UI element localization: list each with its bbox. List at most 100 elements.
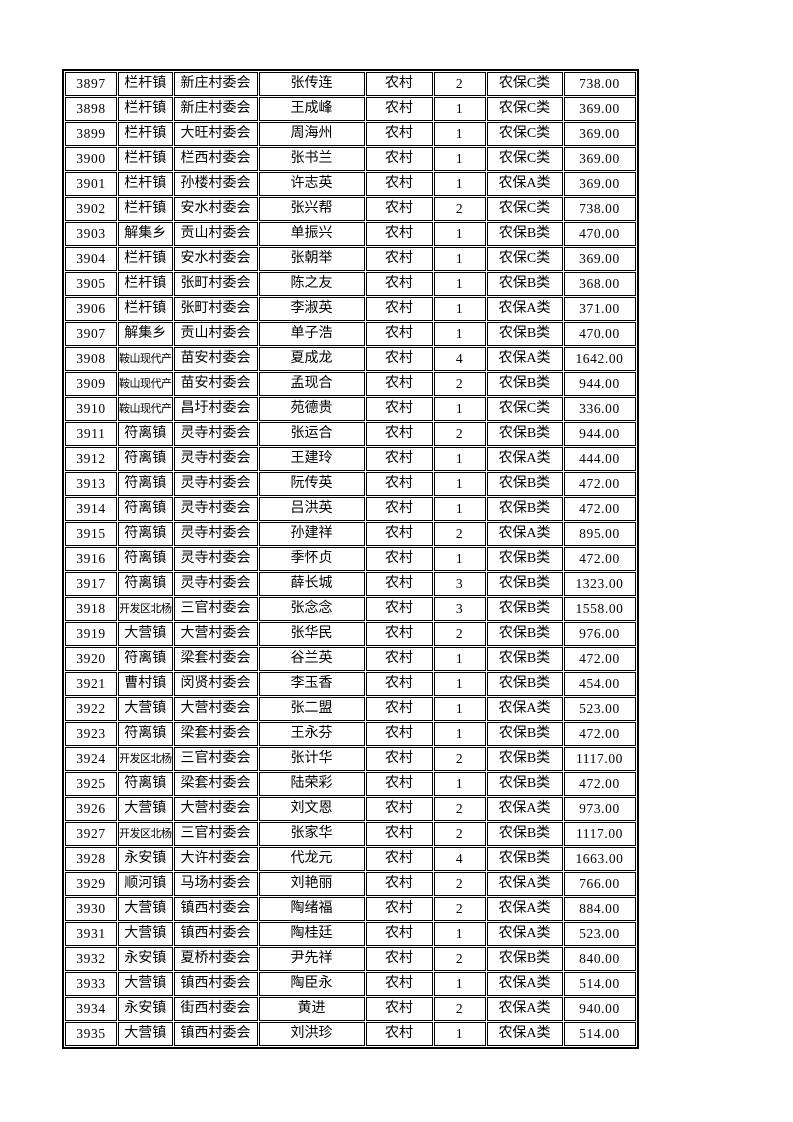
table-cell-person_count: 3 bbox=[433, 597, 486, 621]
table-cell-insurance_category: 农保A类 bbox=[486, 697, 563, 721]
table-cell-amount: 470.00 bbox=[563, 222, 636, 246]
cell-text: 安水村委会 bbox=[180, 201, 251, 216]
table-cell-amount: 369.00 bbox=[563, 147, 636, 171]
table-cell-row_id: 3923 bbox=[65, 722, 117, 746]
table-cell-row_id: 3927 bbox=[65, 822, 117, 846]
cell-text: 470.00 bbox=[579, 226, 620, 241]
table-cell-amount: 368.00 bbox=[563, 272, 636, 296]
cell-text: 3916 bbox=[76, 551, 106, 566]
cell-text: 农村 bbox=[385, 476, 413, 491]
table-cell-amount: 444.00 bbox=[563, 447, 636, 471]
cell-text: 1 bbox=[455, 126, 464, 141]
table-cell-town: 永安镇 bbox=[118, 847, 173, 871]
table-cell-residence_type: 农村 bbox=[365, 372, 433, 396]
table-cell-row_id: 3916 bbox=[65, 547, 117, 571]
cell-text: 农保B类 bbox=[498, 751, 551, 766]
cell-text: 农村 bbox=[385, 976, 413, 991]
cell-text: 农村 bbox=[385, 126, 413, 141]
cell-text: 1663.00 bbox=[575, 851, 624, 866]
cell-text: 大营村委会 bbox=[180, 701, 251, 716]
table-cell-village_committee: 镇西村委会 bbox=[173, 922, 258, 946]
table-cell-insurance_category: 农保C类 bbox=[486, 247, 563, 271]
cell-text: 738.00 bbox=[579, 201, 620, 216]
cell-text: 农村 bbox=[385, 851, 413, 866]
table-cell-insurance_category: 农保A类 bbox=[486, 972, 563, 996]
table-cell-residence_type: 农村 bbox=[365, 222, 433, 246]
cell-text: 符离镇 bbox=[124, 526, 167, 541]
cell-text: 农保C类 bbox=[498, 126, 551, 141]
table-cell-village_committee: 马场村委会 bbox=[173, 872, 258, 896]
cell-text: 苗安村委会 bbox=[180, 351, 251, 366]
table-cell-village_committee: 栏西村委会 bbox=[173, 147, 258, 171]
cell-text: 农村 bbox=[385, 376, 413, 391]
cell-text: 单子浩 bbox=[290, 326, 333, 341]
cell-text: 灵寺村委会 bbox=[180, 526, 251, 541]
table-cell-residence_type: 农村 bbox=[365, 72, 433, 96]
cell-text: 陆荣彩 bbox=[290, 776, 333, 791]
table-cell-town: 大营镇 bbox=[118, 922, 173, 946]
cell-text: 大营镇 bbox=[124, 901, 167, 916]
table-cell-amount: 840.00 bbox=[563, 947, 636, 971]
cell-text: 农村 bbox=[385, 351, 413, 366]
table-cell-insurance_category: 农保B类 bbox=[486, 597, 563, 621]
table-row: 3908 鞍山现代产 苗安村委会 夏成龙 农村 4 农保A类 1642.00 bbox=[65, 347, 636, 371]
table-cell-amount: 1663.00 bbox=[563, 847, 636, 871]
cell-text: 农村 bbox=[385, 301, 413, 316]
table-cell-person_count: 2 bbox=[433, 872, 486, 896]
cell-text: 农保A类 bbox=[498, 876, 551, 891]
table-cell-person_name: 张家华 bbox=[258, 822, 365, 846]
cell-text: 3924 bbox=[76, 751, 106, 766]
table-cell-residence_type: 农村 bbox=[365, 672, 433, 696]
cell-text: 开发区北杨 bbox=[119, 753, 172, 765]
table-cell-person_name: 阮传英 bbox=[258, 472, 365, 496]
cell-text: 3911 bbox=[76, 426, 106, 441]
table-cell-amount: 369.00 bbox=[563, 97, 636, 121]
cell-text: 2 bbox=[455, 801, 464, 816]
cell-text: 1 bbox=[455, 976, 464, 991]
table-cell-person_name: 张传连 bbox=[258, 72, 365, 96]
table-cell-residence_type: 农村 bbox=[365, 147, 433, 171]
table-cell-town: 符离镇 bbox=[118, 722, 173, 746]
table-cell-row_id: 3925 bbox=[65, 772, 117, 796]
table-cell-person_count: 1 bbox=[433, 247, 486, 271]
cell-text: 738.00 bbox=[579, 76, 620, 91]
cell-text: 张传连 bbox=[290, 76, 333, 91]
table-cell-amount: 369.00 bbox=[563, 122, 636, 146]
cell-text: 单振兴 bbox=[290, 226, 333, 241]
cell-text: 灵寺村委会 bbox=[180, 551, 251, 566]
table-cell-person_count: 2 bbox=[433, 822, 486, 846]
cell-text: 张家华 bbox=[290, 826, 333, 841]
cell-text: 开发区北杨 bbox=[119, 828, 172, 840]
cell-text: 3 bbox=[455, 601, 464, 616]
cell-text: 新庄村委会 bbox=[180, 76, 251, 91]
table-cell-village_committee: 梁套村委会 bbox=[173, 647, 258, 671]
table-cell-residence_type: 农村 bbox=[365, 172, 433, 196]
table-row: 3935 大营镇 镇西村委会 刘洪珍 农村 1 农保A类 514.00 bbox=[65, 1022, 636, 1046]
table-row: 3925 符离镇 梁套村委会 陆荣彩 农村 1 农保B类 472.00 bbox=[65, 772, 636, 796]
table-cell-village_committee: 灵寺村委会 bbox=[173, 497, 258, 521]
cell-text: 灵寺村委会 bbox=[180, 501, 251, 516]
cell-text: 3919 bbox=[76, 626, 106, 641]
table-cell-insurance_category: 农保B类 bbox=[486, 372, 563, 396]
table-cell-amount: 369.00 bbox=[563, 172, 636, 196]
table-cell-insurance_category: 农保A类 bbox=[486, 897, 563, 921]
cell-text: 1 bbox=[455, 101, 464, 116]
cell-text: 大许村委会 bbox=[180, 851, 251, 866]
cell-text: 农村 bbox=[385, 901, 413, 916]
cell-text: 农村 bbox=[385, 76, 413, 91]
table-cell-insurance_category: 农保B类 bbox=[486, 322, 563, 346]
cell-text: 976.00 bbox=[579, 626, 620, 641]
cell-text: 369.00 bbox=[579, 151, 620, 166]
table-row: 3909 鞍山现代产 苗安村委会 孟现合 农村 2 农保B类 944.00 bbox=[65, 372, 636, 396]
table-cell-village_committee: 梁套村委会 bbox=[173, 772, 258, 796]
table-cell-residence_type: 农村 bbox=[365, 497, 433, 521]
table-cell-town: 大营镇 bbox=[118, 1022, 173, 1046]
table-cell-town: 符离镇 bbox=[118, 522, 173, 546]
cell-text: 369.00 bbox=[579, 251, 620, 266]
table-cell-residence_type: 农村 bbox=[365, 997, 433, 1021]
table-cell-town: 鞍山现代产 bbox=[118, 397, 173, 421]
cell-text: 陈之友 bbox=[290, 276, 333, 291]
table-cell-residence_type: 农村 bbox=[365, 197, 433, 221]
cell-text: 农保B类 bbox=[498, 676, 551, 691]
cell-text: 李淑英 bbox=[290, 301, 333, 316]
